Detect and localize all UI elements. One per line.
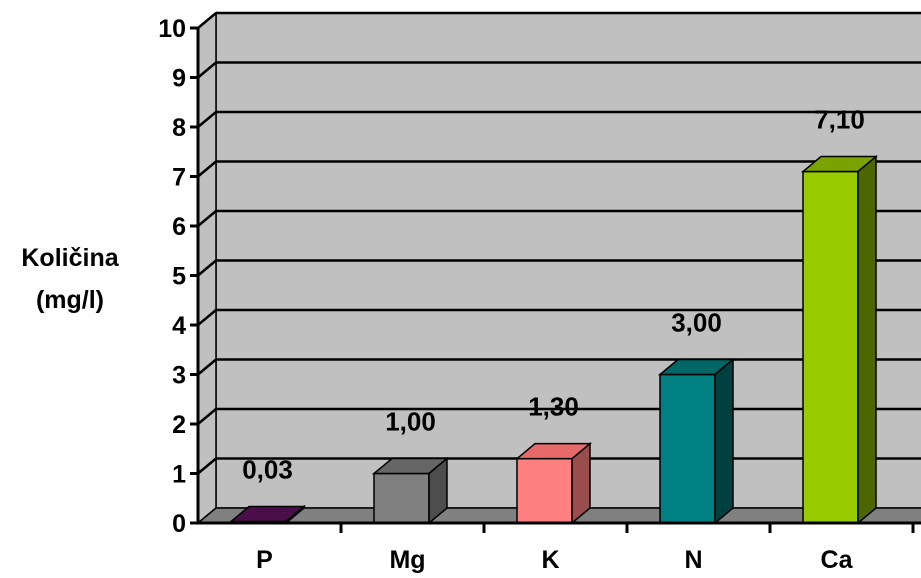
gridline-side	[197, 408, 217, 425]
bar-side	[428, 456, 448, 525]
y-tick-label: 9	[172, 65, 186, 93]
bar-side	[714, 357, 734, 525]
bar-K	[514, 442, 593, 525]
y-tick-label: 3	[172, 362, 186, 390]
x-category-label: Mg	[389, 546, 425, 574]
y-tick-label: 6	[172, 213, 186, 241]
gridline-side	[197, 111, 217, 128]
bar-side	[571, 442, 591, 525]
bar-side	[857, 154, 877, 525]
x-category-label: K	[541, 546, 559, 574]
y-axis-title-line-2: (mg/l)	[36, 286, 104, 314]
gridline-side	[197, 210, 217, 227]
bar-Mg	[371, 456, 450, 525]
y-tick-label: 2	[172, 411, 186, 439]
gridline-side	[197, 61, 217, 79]
x-category-label: Ca	[821, 546, 854, 574]
data-label: 0,03	[242, 455, 293, 485]
x-category-label: P	[256, 546, 273, 574]
y-tick-label: 5	[172, 263, 186, 291]
y-tick-label: 7	[172, 164, 186, 192]
y-tick-label: 8	[172, 114, 186, 142]
data-label: 1,30	[528, 392, 579, 422]
axes: 0 1 2 3 4 5 6 7 8 9 10 P Mg K N Ca	[158, 15, 921, 574]
bar-front	[659, 373, 716, 524]
gridline-side	[197, 160, 217, 178]
gridline-side	[197, 259, 217, 277]
y-tick-label: 10	[158, 15, 186, 43]
bar-front	[802, 170, 859, 524]
data-label: 7,10	[814, 105, 865, 135]
y-axis-title-line-1: Količina	[21, 244, 119, 272]
bar-front	[516, 457, 573, 524]
bar-front	[373, 472, 430, 524]
data-label: 3,00	[671, 308, 722, 338]
bar-N	[657, 357, 736, 525]
data-label: 1,00	[385, 407, 436, 437]
gridline-side	[197, 457, 217, 475]
y-tick-label: 4	[172, 312, 186, 340]
gridline-side	[197, 12, 217, 29]
y-tick-label: 1	[172, 461, 186, 489]
y-tick-label: 0	[172, 510, 186, 538]
gridline-side	[197, 309, 217, 326]
x-category-label: N	[684, 546, 702, 574]
bar-Ca	[800, 154, 879, 525]
gridline-side	[197, 358, 217, 376]
bars: 0,03 1,00 1,30 3,00 7,10	[228, 105, 879, 525]
